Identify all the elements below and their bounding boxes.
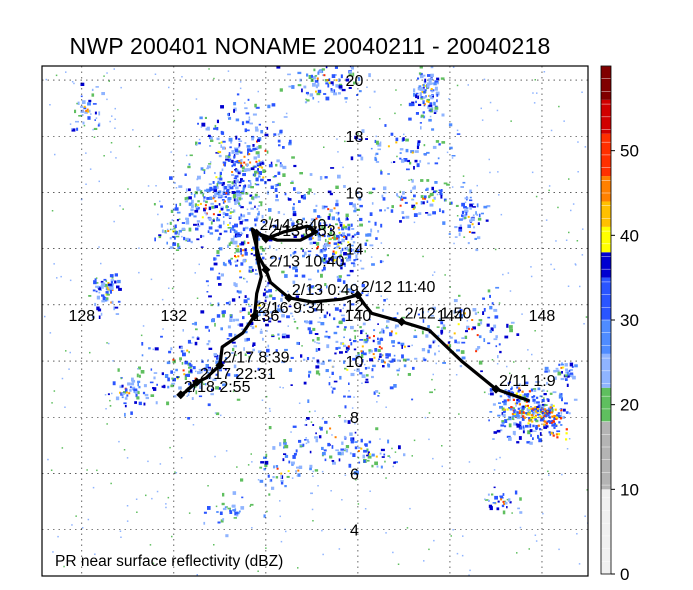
colorbar-ticks: 0 10 20 30 40 50 xyxy=(611,142,639,584)
map-caption: PR near surface reflectivity (dBZ) xyxy=(55,553,283,570)
colorbar-tick-label: 10 xyxy=(620,480,639,499)
colorbar-segment xyxy=(601,320,611,354)
latitude-label: 6 xyxy=(350,466,359,483)
track-point-label: 2/13 6:53 xyxy=(269,223,336,240)
colorbar-tick-label: 50 xyxy=(620,142,639,161)
track-point-marker xyxy=(353,290,363,300)
colorbar-tick-label: 0 xyxy=(620,565,629,584)
latitude-label: 4 xyxy=(350,523,359,540)
track-point-label: 2/17 8:39 xyxy=(223,349,290,366)
colorbar-segment xyxy=(601,387,611,422)
map-frame xyxy=(41,65,589,577)
track-point-marker xyxy=(397,317,407,327)
track-point-marker xyxy=(192,377,202,387)
longitude-label: 144 xyxy=(437,308,464,325)
longitude-label: 128 xyxy=(68,308,95,325)
colorbar-segment xyxy=(601,226,611,253)
track-point-marker xyxy=(176,390,186,400)
track-point-label: 2/13 0:49 xyxy=(292,282,359,299)
colorbar-segment xyxy=(601,277,611,320)
colorbar-segment xyxy=(601,421,611,490)
latitude-label: 16 xyxy=(346,185,364,202)
colorbar-segment xyxy=(601,201,611,227)
track-point-marker xyxy=(249,311,259,321)
colorbar-tick-label: 40 xyxy=(620,226,639,245)
track-point-label: 2/18 2:55 xyxy=(184,379,251,396)
colorbar-segment xyxy=(601,489,611,574)
longitude-label: 148 xyxy=(529,308,556,325)
map-title: NWP 200401 NONAME 20040211 - 20040218 xyxy=(69,33,551,59)
longitude-label: 140 xyxy=(345,308,372,325)
longitude-label: 132 xyxy=(160,308,187,325)
latitude-label: 12 xyxy=(346,298,364,315)
track-line xyxy=(179,224,530,402)
track-point-marker xyxy=(261,265,271,275)
storm-track: 2/11 1:9 2/12 1:50 2/12 11:402/13 0:49 2/13… xyxy=(176,217,556,402)
track-point-marker xyxy=(215,360,225,370)
track-point-label: 2/16 9:34 xyxy=(257,300,324,317)
lat-lon-grid xyxy=(42,66,588,576)
track-point-label: 2/12 11:40 xyxy=(361,279,436,296)
colorbar-segment xyxy=(601,252,611,278)
track-point-marker xyxy=(252,228,262,238)
latitude-label: 20 xyxy=(346,73,364,90)
colorbar-tick-label: 30 xyxy=(620,311,639,330)
colorbar-segment xyxy=(601,66,611,100)
track-point-label: 2/13 10:40 xyxy=(269,254,345,271)
track-point-label: 2/17 22:31 xyxy=(200,366,276,383)
colorbar-segment xyxy=(601,176,611,202)
colorbar-segments xyxy=(601,65,611,575)
longitude-labels: 128 132 136 140 144 148 xyxy=(68,308,555,325)
track-point-label: 2/14 8:40 xyxy=(260,217,327,234)
track-point-label: 2/12 1:50 xyxy=(405,306,472,323)
track-point-marker xyxy=(284,293,294,303)
track-point-marker xyxy=(491,384,501,394)
latitude-label: 14 xyxy=(346,242,364,259)
latitude-label: 10 xyxy=(346,354,364,371)
latitude-label: 8 xyxy=(350,410,359,427)
latitude-label: 18 xyxy=(346,129,364,146)
colorbar-tick-label: 20 xyxy=(620,396,639,415)
track-point-label: 2/11 1:9 xyxy=(499,373,556,390)
longitude-label: 136 xyxy=(253,308,280,325)
latitude-labels: 20 18 16 14 12 10 8 6 4 xyxy=(346,73,364,540)
track-point-marker xyxy=(261,234,271,244)
